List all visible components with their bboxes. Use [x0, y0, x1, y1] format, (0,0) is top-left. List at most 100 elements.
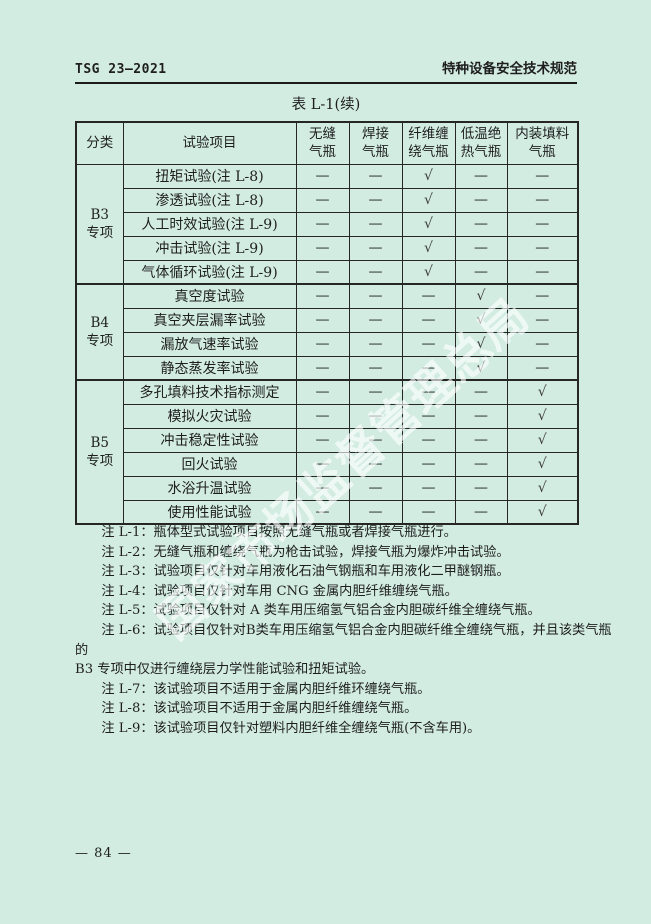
test-item-name: 渗透试验(注 L-8)	[122, 187, 297, 213]
table-body: B3 专项 扭矩试验(注 L-8) — — √ — — 渗透试验(注 L-8) — — √ — — 人工时效…	[75, 163, 579, 525]
table-row: 渗透试验(注 L-8) — — √ — —	[76, 187, 579, 213]
note: 注 L-4：试验项目仅针对车用 CNG 金属内胆纤维缠绕气瓶。	[101, 583, 458, 599]
category-sublabel: 专项	[86, 224, 114, 241]
test-item-name: 水浴升温试验	[122, 475, 297, 501]
not-applicable-mark: —	[295, 331, 350, 357]
category-cell-b3: B3 专项	[75, 163, 124, 285]
not-applicable-mark: —	[295, 451, 350, 477]
not-applicable-mark: —	[295, 235, 350, 261]
table-title: 表 L-1(续)	[291, 97, 361, 113]
not-applicable-mark: —	[454, 427, 508, 453]
applicable-mark: √	[401, 211, 456, 237]
col-header-test-item: 试验项目	[122, 121, 297, 165]
test-item-name: 真空度试验	[122, 283, 297, 309]
applicable-mark: √	[506, 427, 579, 453]
table-row: 气体循环试验(注 L-9) — — √ — —	[76, 259, 579, 285]
col-header-line: 气瓶	[362, 144, 389, 161]
not-applicable-mark: —	[348, 355, 403, 381]
not-applicable-mark: —	[295, 475, 350, 501]
not-applicable-mark: —	[348, 403, 403, 429]
not-applicable-mark: —	[348, 331, 403, 357]
not-applicable-mark: —	[348, 211, 403, 237]
applicable-mark: √	[506, 475, 579, 501]
table-row: 真空夹层漏率试验 — — — √ —	[76, 307, 579, 333]
col-header-line: 纤维缠	[408, 126, 449, 143]
col-header-line: 焊接	[362, 126, 389, 143]
note: 注 L-1：瓶体型式试验项目按照无缝气瓶或者焊接气瓶进行。	[101, 525, 457, 540]
category-label: B4	[90, 314, 109, 331]
not-applicable-mark: —	[401, 499, 456, 525]
not-applicable-mark: —	[348, 235, 403, 261]
col-header-line: 气瓶	[528, 144, 556, 161]
table-row: 人工时效试验(注 L-9) — — √ — —	[76, 211, 579, 237]
category-cell-b5: B5 专项	[75, 379, 124, 525]
applicable-mark: √	[401, 187, 456, 213]
not-applicable-mark: —	[348, 475, 403, 501]
not-applicable-mark: —	[401, 355, 456, 381]
applicable-mark: √	[454, 331, 508, 357]
test-item-name: 模拟火灾试验	[122, 403, 297, 429]
col-header-bottle-type: 无缝 气瓶	[295, 121, 350, 165]
not-applicable-mark: —	[348, 379, 403, 405]
not-applicable-mark: —	[454, 163, 508, 189]
note: 注 L-5：试验项目仅针对 A 类车用压缩氢气铝合金内胆碳纤维全缠绕气瓶。	[101, 603, 541, 619]
applicable-mark: √	[506, 451, 579, 477]
not-applicable-mark: —	[295, 403, 350, 429]
table-row: 使用性能试验 — — — — √	[76, 499, 579, 525]
table-row: 漏放气速率试验 — — — √ —	[76, 331, 579, 357]
test-item-name: 扭矩试验(注 L-8)	[122, 163, 297, 189]
test-item-name: 回火试验	[122, 451, 297, 477]
not-applicable-mark: —	[348, 499, 403, 525]
applicable-mark: √	[454, 283, 508, 309]
not-applicable-mark: —	[506, 331, 579, 357]
not-applicable-mark: —	[506, 307, 579, 333]
not-applicable-mark: —	[454, 451, 508, 477]
applicable-mark: √	[454, 355, 508, 381]
applicable-mark: √	[506, 499, 579, 525]
not-applicable-mark: —	[401, 379, 456, 405]
header-row: 分类 试验项目 无缝 气瓶 焊接 气瓶 纤维缠 绕气瓶 低温绝 热气瓶 内装填料 气瓶	[75, 121, 579, 165]
not-applicable-mark: —	[454, 403, 508, 429]
not-applicable-mark: —	[454, 259, 508, 285]
page-header: TSG 23—2021 特种设备安全技术规范	[75, 57, 577, 84]
category-sublabel: 专项	[86, 333, 114, 349]
not-applicable-mark: —	[401, 451, 456, 477]
not-applicable-mark: —	[506, 235, 579, 261]
not-applicable-mark: —	[348, 163, 403, 189]
not-applicable-mark: —	[295, 307, 350, 333]
col-header-category: 分类	[75, 121, 124, 165]
note: 注 L-3：试验项目仅针对车用液化石油气钢瓶和车用液化二甲醚钢瓶。	[101, 564, 510, 580]
test-item-name: 冲击试验(注 L-9)	[122, 235, 297, 261]
document-category-title: 特种设备安全技术规范	[442, 61, 577, 76]
col-header-bottle-type: 纤维缠 绕气瓶	[401, 121, 456, 165]
not-applicable-mark: —	[295, 163, 350, 189]
category-label: B5	[90, 434, 109, 451]
page-number: — 84 —	[75, 846, 132, 861]
note: 注 L-9：该试验项目仅针对塑料内胆纤维全缠绕气瓶(不含车用)。	[101, 720, 481, 736]
not-applicable-mark: —	[506, 187, 579, 213]
test-item-name: 气体循环试验(注 L-9)	[122, 259, 297, 285]
test-items-table: 分类 试验项目 无缝 气瓶 焊接 气瓶 纤维缠 绕气瓶 低温绝 热气瓶 内装填料 气瓶 B3 专项 扭矩试…	[75, 121, 579, 525]
col-header-line: 气瓶	[309, 144, 336, 161]
test-item-name: 漏放气速率试验	[122, 331, 297, 357]
not-applicable-mark: —	[295, 427, 350, 453]
not-applicable-mark: —	[401, 403, 456, 429]
not-applicable-mark: —	[401, 307, 456, 333]
not-applicable-mark: —	[348, 259, 403, 285]
not-applicable-mark: —	[454, 499, 508, 525]
table-row: 冲击稳定性试验 — — — — √	[76, 427, 579, 453]
not-applicable-mark: —	[348, 283, 403, 309]
not-applicable-mark: —	[401, 283, 456, 309]
applicable-mark: √	[401, 259, 456, 285]
applicable-mark: √	[506, 403, 579, 429]
col-header-bottle-type: 内装填料 气瓶	[506, 121, 579, 165]
not-applicable-mark: —	[295, 379, 350, 405]
test-item-name: 静态蒸发率试验	[122, 355, 297, 381]
table-row: B5 专项 多孔填料技术指标测定 — — — — √	[75, 379, 579, 525]
not-applicable-mark: —	[506, 211, 579, 237]
applicable-mark: √	[401, 235, 456, 261]
not-applicable-mark: —	[295, 355, 350, 381]
note: 注 L-2：无缝气瓶和缠绕气瓶为枪击试验，焊接气瓶为爆炸冲击试验。	[101, 544, 510, 560]
note: 注 L-8：该试验项目不适用于金属内胆纤维缠绕气瓶。	[101, 701, 418, 717]
